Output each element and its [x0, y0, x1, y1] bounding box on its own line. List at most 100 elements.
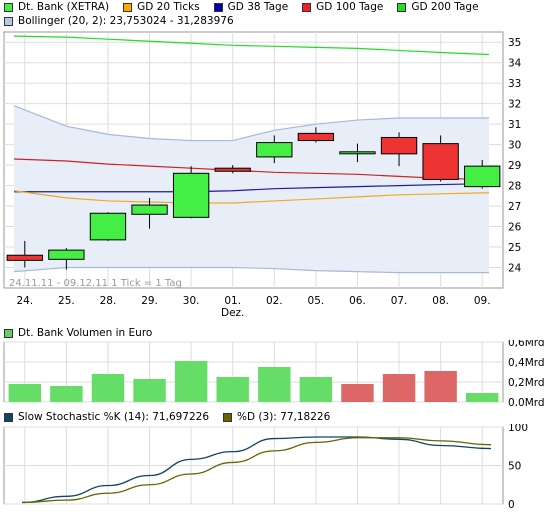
- y-tick-label: 0,4Mrd: [508, 357, 545, 369]
- y-tick-label: 0,0Mrd: [508, 397, 545, 406]
- legend-label: GD 20 Ticks: [137, 1, 200, 13]
- legend-swatch: [4, 328, 13, 338]
- volume-bar: [91, 374, 125, 402]
- candle-body: [214, 167, 251, 172]
- gd38-line: [14, 182, 490, 193]
- volume-bar: [382, 374, 416, 402]
- legend-gd200: GD 200 Tage: [397, 1, 479, 13]
- range-note: 24.11.11 - 09.12.11 1 Tick = 1 Tag: [9, 278, 182, 289]
- legend-label: %D (3): 77,18226: [237, 411, 331, 423]
- candle-body: [464, 165, 501, 188]
- candle-body: [339, 151, 376, 155]
- x-tick-label: 09.: [474, 295, 491, 307]
- legend-label: Dt. Bank Volumen in Euro: [18, 327, 153, 339]
- legend-volume: Dt. Bank Volumen in Euro: [4, 327, 152, 339]
- bollinger-band: [14, 105, 489, 273]
- gd20-line: [13, 190, 490, 204]
- gd200-line: [13, 35, 490, 56]
- volume-bar: [341, 384, 374, 402]
- x-tick-label: 02.: [266, 295, 283, 307]
- x-tick-label: 08.: [432, 295, 449, 307]
- y-tick-label: 28: [508, 181, 521, 193]
- y-tick-label: 100: [508, 424, 528, 434]
- y-tick-label: 0,2Mrd: [508, 377, 545, 389]
- y-tick-label: 0,6Mrd: [508, 340, 545, 349]
- candle-body: [131, 204, 168, 215]
- volume-bar: [174, 361, 208, 402]
- y-tick-label: 29: [508, 160, 521, 172]
- bollinger-upper-line: [13, 105, 489, 142]
- y-tick-label: 31: [508, 119, 521, 131]
- candle-body: [297, 132, 335, 142]
- x-tick-label: 06.: [349, 295, 366, 307]
- volume-bar: [465, 393, 499, 402]
- candle-body: [6, 254, 43, 261]
- x-tick-label: 30.: [183, 295, 200, 307]
- price-chart: 24 25 26 27 28 29 30 31 32 33 34 35 24.11.11 - 09.12…: [3, 31, 522, 319]
- x-tick-label: 01.: [224, 295, 241, 307]
- volume-bar: [216, 377, 249, 402]
- plot-frame: [3, 341, 504, 403]
- candle-body: [380, 136, 418, 155]
- y-tick-label: 32: [508, 99, 521, 111]
- x-tick-label: 28.: [100, 295, 117, 307]
- legend-label: Slow Stochastic %K (14): 71,697226: [18, 411, 210, 423]
- gd100-line: [13, 158, 490, 181]
- volume-bar: [424, 371, 457, 402]
- x-tick-label: 29.: [141, 295, 158, 307]
- legend-stoch-k: Slow Stochastic %K (14): 71,697226: [4, 411, 209, 423]
- stochastic-legend: Slow Stochastic %K (14): 71,697226 %D (3…: [4, 410, 344, 424]
- volume-bar: [299, 377, 333, 402]
- legend-label: Dt. Bank (XETRA): [18, 1, 110, 13]
- legend-swatch: [302, 2, 312, 12]
- legend-swatch: [4, 2, 13, 12]
- stoch-d-line: [21, 437, 492, 504]
- y-tick-label: 30: [508, 140, 521, 152]
- bollinger-lower-line: [13, 266, 489, 274]
- y-tick-label: 25: [508, 242, 521, 254]
- legend-stoch-d: %D (3): 77,18226: [223, 411, 330, 423]
- legend-dt-bank: Dt. Bank (XETRA): [4, 1, 109, 13]
- legend-bollinger: Bollinger (20, 2): 23,753024 - 31,283976: [4, 15, 234, 27]
- volume-bar: [133, 379, 166, 402]
- volume-chart: 0,6Mrd 0,4Mrd 0,2Mrd 0,0Mrd: [3, 340, 545, 406]
- x-tick-label: 25.: [58, 295, 75, 307]
- legend-swatch: [223, 412, 233, 422]
- legend-swatch: [4, 16, 13, 26]
- legend-swatch: [397, 2, 407, 12]
- legend-swatch: [213, 2, 223, 12]
- y-tick-label: 27: [508, 201, 521, 213]
- legend-label: GD 200 Tage: [411, 1, 479, 13]
- candle-body: [172, 172, 210, 218]
- candle-body: [48, 249, 85, 260]
- y-tick-label: 50: [508, 461, 521, 473]
- stochastic-chart: 0 50 100: [3, 424, 528, 511]
- stoch-k-line: [21, 436, 492, 504]
- candle-body: [89, 212, 127, 241]
- bollinger-legend: Bollinger (20, 2): 23,753024 - 31,283976: [4, 14, 248, 28]
- legend-gd38: GD 38 Tage: [213, 1, 289, 13]
- legend-label: GD 100 Tage: [316, 1, 384, 13]
- x-tick-label: 07.: [391, 295, 408, 307]
- y-tick-label: 35: [508, 37, 521, 49]
- y-tick-label: 24: [508, 263, 522, 275]
- legend-swatch: [123, 2, 133, 12]
- candle-body: [256, 142, 293, 158]
- legend-gd100: GD 100 Tage: [302, 1, 383, 13]
- x-tick-sublabel: Dez.: [221, 307, 244, 319]
- x-tick-label: 05.: [308, 295, 325, 307]
- candle-body: [422, 143, 459, 180]
- volume-legend: Dt. Bank Volumen in Euro: [4, 326, 166, 340]
- volume-bar: [258, 367, 291, 402]
- legend-swatch: [4, 412, 13, 422]
- legend-label: Bollinger (20, 2): 23,753024 - 31,283976: [18, 15, 234, 27]
- y-tick-label: 26: [508, 222, 522, 234]
- legend-gd20: GD 20 Ticks: [123, 1, 200, 13]
- volume-bar: [8, 384, 42, 402]
- y-tick-label: 33: [508, 78, 521, 90]
- y-tick-label: 34: [508, 58, 522, 70]
- price-legend: Dt. Bank (XETRA) GD 20 Ticks GD 38 Tage …: [4, 0, 493, 14]
- volume-bar: [50, 386, 83, 402]
- x-tick-label: 24.: [16, 295, 33, 307]
- legend-label: GD 38 Tage: [227, 1, 289, 13]
